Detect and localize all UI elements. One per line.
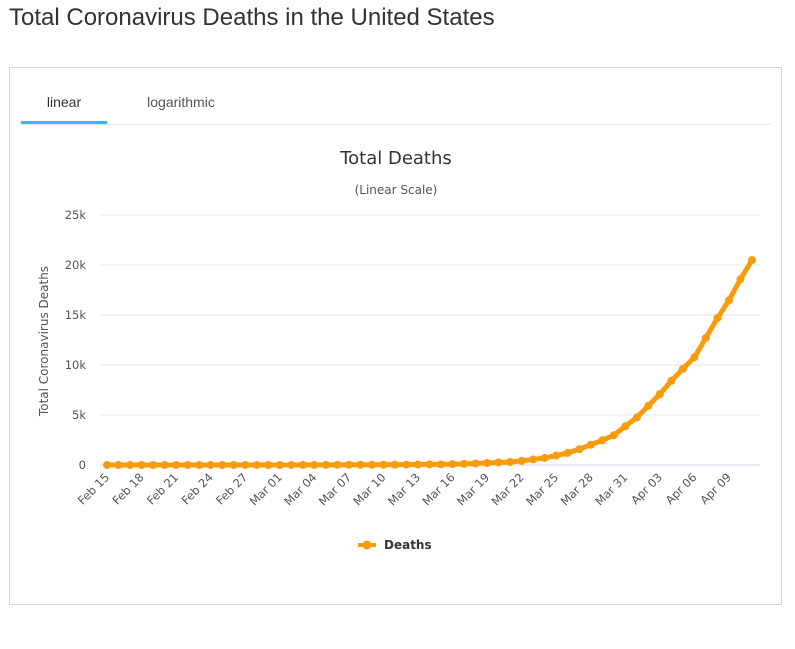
data-point[interactable]: [287, 460, 296, 469]
data-point[interactable]: [632, 413, 641, 422]
data-point[interactable]: [748, 256, 756, 265]
data-point[interactable]: [298, 460, 307, 469]
data-point[interactable]: [172, 461, 181, 469]
data-point[interactable]: [448, 460, 457, 469]
grid-lines: [100, 214, 760, 466]
x-tick-label: Feb 21: [144, 470, 181, 507]
x-tick-label: Mar 22: [489, 470, 527, 508]
data-point[interactable]: [367, 460, 376, 469]
data-point[interactable]: [275, 460, 284, 469]
chart-title: Total Deaths: [339, 148, 452, 169]
chart-panel: linear logarithmic: [9, 67, 782, 605]
x-tick-label: Apr 09: [697, 470, 734, 507]
data-point[interactable]: [310, 460, 319, 469]
data-point[interactable]: [517, 456, 526, 465]
x-tick-label: Mar 01: [247, 470, 285, 508]
data-point[interactable]: [321, 460, 330, 469]
data-point[interactable]: [644, 401, 653, 410]
data-point[interactable]: [690, 353, 699, 362]
x-tick-label: Mar 25: [523, 470, 561, 508]
data-point[interactable]: [460, 459, 469, 468]
data-point[interactable]: [356, 460, 365, 469]
data-point[interactable]: [540, 453, 549, 462]
data-point[interactable]: [655, 390, 664, 399]
y-tick-label: 20k: [65, 258, 87, 272]
x-tick-label: Mar 19: [454, 470, 492, 508]
data-point[interactable]: [563, 448, 572, 457]
y-tick-label: 15k: [65, 308, 87, 322]
data-point[interactable]: [724, 296, 733, 305]
data-point[interactable]: [598, 436, 607, 445]
data-point[interactable]: [713, 314, 722, 323]
data-point[interactable]: [195, 461, 204, 469]
x-tick-label: Feb 27: [213, 470, 250, 507]
data-point[interactable]: [218, 461, 227, 469]
data-point[interactable]: [506, 457, 515, 466]
data-point[interactable]: [701, 333, 710, 342]
data-point[interactable]: [667, 376, 676, 385]
data-point[interactable]: [552, 451, 561, 460]
data-point[interactable]: [333, 460, 342, 469]
x-tick-label: Mar 10: [350, 470, 388, 508]
data-point[interactable]: [149, 461, 158, 469]
data-point[interactable]: [621, 422, 630, 431]
data-point[interactable]: [114, 461, 123, 469]
data-point[interactable]: [586, 440, 595, 449]
data-point[interactable]: [379, 460, 388, 469]
page-title: Total Coronavirus Deaths in the United S…: [9, 4, 495, 31]
x-tick-label: Feb 18: [109, 470, 146, 507]
legend-marker-icon: [362, 540, 372, 550]
data-point[interactable]: [252, 461, 261, 469]
x-tick-label: Mar 16: [419, 470, 457, 508]
legend-label: Deaths: [384, 538, 432, 552]
data-point[interactable]: [678, 364, 687, 373]
x-tick-label: Mar 31: [592, 470, 630, 508]
series-line: [104, 257, 755, 468]
tab-linear[interactable]: linear: [21, 86, 107, 124]
data-point[interactable]: [437, 460, 446, 469]
data-point[interactable]: [413, 460, 422, 469]
y-axis-ticks: 0 5k 10k 15k 20k 25k: [65, 208, 87, 472]
data-point[interactable]: [471, 459, 480, 468]
data-point[interactable]: [241, 461, 250, 469]
data-point[interactable]: [206, 461, 215, 469]
data-point[interactable]: [183, 461, 192, 469]
x-tick-label: Mar 04: [281, 470, 319, 508]
x-tick-label: Feb 15: [75, 470, 112, 507]
x-tick-label: Mar 28: [558, 470, 596, 508]
data-point[interactable]: [529, 455, 538, 464]
x-tick-label: Mar 13: [385, 470, 423, 508]
legend-item-deaths[interactable]: Deaths: [358, 538, 432, 552]
data-point[interactable]: [264, 460, 273, 469]
chart-subtitle: (Linear Scale): [355, 183, 438, 197]
data-point[interactable]: [483, 458, 492, 467]
data-point[interactable]: [736, 275, 745, 284]
data-point[interactable]: [229, 461, 238, 469]
data-point[interactable]: [494, 458, 503, 467]
data-point[interactable]: [575, 445, 584, 454]
data-point[interactable]: [103, 461, 111, 469]
y-tick-label: 0: [79, 458, 86, 472]
x-tick-label: Mar 07: [316, 470, 354, 508]
tab-logarithmic[interactable]: logarithmic: [147, 94, 215, 110]
scale-tabs: linear logarithmic: [21, 86, 771, 125]
y-axis-label: Total Coronavirus Deaths: [37, 266, 51, 417]
y-tick-label: 10k: [65, 358, 87, 372]
series-deaths: [103, 256, 756, 469]
data-point[interactable]: [344, 460, 353, 469]
y-tick-label: 5k: [72, 408, 86, 422]
x-tick-label: Apr 06: [663, 470, 700, 507]
data-point[interactable]: [609, 431, 618, 440]
y-tick-label: 25k: [65, 208, 87, 222]
x-tick-label: Apr 03: [628, 470, 665, 507]
data-point[interactable]: [402, 460, 411, 469]
data-point[interactable]: [425, 460, 434, 469]
x-tick-label: Feb 24: [179, 470, 216, 507]
data-point[interactable]: [160, 461, 169, 469]
data-point[interactable]: [126, 461, 135, 469]
data-point[interactable]: [137, 461, 146, 469]
data-point[interactable]: [390, 460, 399, 469]
